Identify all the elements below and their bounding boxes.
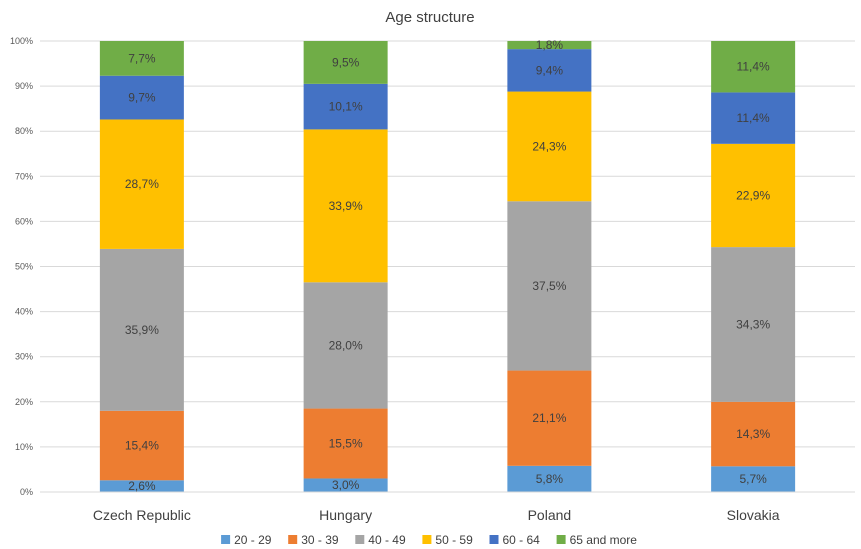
bar-segment[interactable] bbox=[711, 466, 796, 492]
y-axis: 0% 10% 20% 30% 40% 50% 60% 70% 80% 90% 100% bbox=[10, 36, 33, 497]
y-tick-label: 100% bbox=[10, 36, 33, 46]
y-tick-label: 10% bbox=[15, 442, 33, 452]
legend-swatch bbox=[288, 535, 298, 544]
bar-segment[interactable] bbox=[99, 75, 184, 120]
x-tick-label: Slovakia bbox=[727, 507, 780, 523]
data-label: 33,9% bbox=[329, 199, 363, 213]
y-tick-label: 80% bbox=[15, 126, 33, 136]
legend-item[interactable]: 50 - 59 bbox=[422, 533, 473, 547]
legend-label: 50 - 59 bbox=[435, 533, 473, 547]
x-tick-label: Poland bbox=[528, 507, 572, 523]
legend-label: 65 and more bbox=[570, 533, 638, 547]
data-label: 9,5% bbox=[332, 55, 360, 69]
legend-item[interactable]: 30 - 39 bbox=[288, 533, 339, 547]
legend-swatch bbox=[556, 535, 566, 544]
data-label: 37,5% bbox=[532, 279, 566, 293]
data-label: 10,1% bbox=[329, 100, 363, 114]
legend-item[interactable]: 20 - 29 bbox=[221, 533, 272, 547]
bar-segment[interactable] bbox=[99, 41, 184, 76]
bar-segment[interactable] bbox=[507, 91, 592, 202]
bar-segment[interactable] bbox=[507, 41, 592, 50]
data-label: 11,4% bbox=[737, 60, 770, 74]
bar-segment[interactable] bbox=[99, 480, 184, 492]
data-label: 35,9% bbox=[125, 323, 159, 337]
data-label: 9,4% bbox=[536, 63, 564, 77]
y-tick-label: 30% bbox=[15, 352, 33, 362]
bars bbox=[99, 41, 796, 492]
legend-item[interactable]: 65 and more bbox=[556, 533, 638, 547]
legend-swatch bbox=[489, 535, 499, 544]
legend-label: 40 - 49 bbox=[368, 533, 406, 547]
bar-segment[interactable] bbox=[711, 143, 796, 248]
legend-item[interactable]: 40 - 49 bbox=[355, 533, 406, 547]
data-label: 5,7% bbox=[739, 472, 767, 486]
bar-segment[interactable] bbox=[303, 282, 388, 409]
data-labels: 2,6% 15,4% 35,9% 28,7% 9,7% 7,7% 3,0% 15,5% 28,0… bbox=[125, 38, 771, 493]
bar-segment[interactable] bbox=[711, 41, 796, 93]
legend-swatch bbox=[422, 535, 432, 544]
legend-item[interactable]: 60 - 64 bbox=[489, 533, 541, 547]
data-label: 34,3% bbox=[736, 317, 770, 331]
y-tick-label: 20% bbox=[15, 397, 33, 407]
y-tick-label: 40% bbox=[15, 307, 33, 317]
legend-label: 60 - 64 bbox=[503, 533, 541, 547]
data-label: 15,4% bbox=[125, 439, 159, 453]
y-tick-label: 90% bbox=[15, 81, 33, 91]
legend-swatch bbox=[221, 535, 231, 544]
bar-segment[interactable] bbox=[303, 478, 388, 492]
data-label: 15,5% bbox=[329, 437, 363, 451]
x-axis: Czech Republic Hungary Poland Slovakia bbox=[40, 491, 855, 523]
legend[interactable]: 20 - 29 30 - 39 40 - 49 50 - 59 60 - 64 65 an… bbox=[221, 533, 637, 547]
y-tick-label: 50% bbox=[15, 262, 33, 272]
bar-segment[interactable] bbox=[507, 370, 592, 466]
bar-segment[interactable] bbox=[711, 401, 796, 467]
bar-segment[interactable] bbox=[99, 410, 184, 481]
bar-segment[interactable] bbox=[303, 41, 388, 84]
data-label: 2,6% bbox=[128, 479, 156, 493]
data-label: 24,3% bbox=[532, 139, 566, 153]
data-label: 7,7% bbox=[128, 51, 156, 65]
data-label: 11,4% bbox=[737, 111, 770, 125]
bar-segment[interactable] bbox=[507, 201, 592, 371]
bar-segment[interactable] bbox=[507, 49, 592, 92]
bar-segment[interactable] bbox=[507, 465, 592, 492]
legend-swatch bbox=[355, 535, 365, 544]
data-label: 22,9% bbox=[736, 188, 770, 202]
x-tick-label: Czech Republic bbox=[93, 507, 191, 523]
bar-segment[interactable] bbox=[99, 248, 184, 411]
bar-segment[interactable] bbox=[303, 83, 388, 130]
y-tick-label: 0% bbox=[20, 487, 33, 497]
data-label: 28,0% bbox=[329, 338, 363, 352]
legend-label: 20 - 29 bbox=[234, 533, 272, 547]
data-label: 5,8% bbox=[536, 472, 564, 486]
legend-label: 30 - 39 bbox=[301, 533, 339, 547]
data-label: 14,3% bbox=[736, 427, 770, 441]
bar-segment[interactable] bbox=[99, 119, 184, 249]
y-tick-label: 70% bbox=[15, 171, 33, 181]
bar-segment[interactable] bbox=[303, 408, 388, 479]
chart-title: Age structure bbox=[385, 9, 474, 26]
y-tick-label: 60% bbox=[15, 216, 33, 226]
data-label: 3,0% bbox=[332, 478, 360, 492]
bar-segment[interactable] bbox=[711, 92, 796, 144]
bar-segment[interactable] bbox=[303, 129, 388, 283]
data-label: 28,7% bbox=[125, 177, 159, 191]
data-label: 21,1% bbox=[532, 411, 566, 425]
data-label: 9,7% bbox=[128, 91, 156, 105]
bar-segment[interactable] bbox=[711, 247, 796, 402]
x-tick-label: Hungary bbox=[319, 507, 372, 523]
data-label: 1,8% bbox=[536, 38, 564, 52]
